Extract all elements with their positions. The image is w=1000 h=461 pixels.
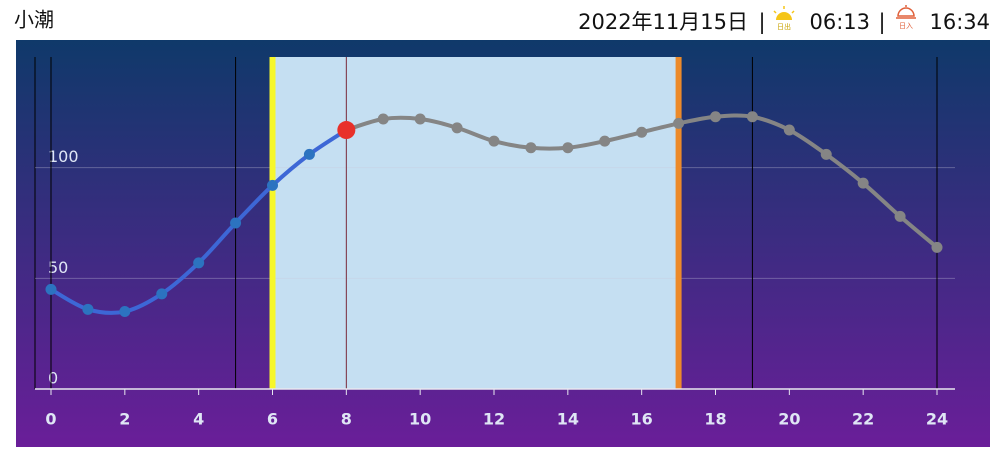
tide-point xyxy=(414,113,426,125)
tide-point xyxy=(45,283,57,295)
tide-point xyxy=(783,124,795,136)
tide-point xyxy=(931,241,943,253)
tide-point xyxy=(562,142,574,154)
x-tick-label: 14 xyxy=(557,410,579,429)
x-tick-label: 20 xyxy=(778,410,800,429)
x-tick-label: 2 xyxy=(119,410,130,429)
x-tick-label: 16 xyxy=(631,410,653,429)
tide-point xyxy=(488,135,500,147)
sunset-time: 16:34 xyxy=(929,10,990,34)
y-tick-label: 100 xyxy=(48,147,79,166)
tide-point xyxy=(525,142,537,154)
current-point xyxy=(337,121,356,140)
separator: | xyxy=(878,10,885,35)
sunrise-icon: 日出 xyxy=(773,6,795,31)
tide-point xyxy=(894,210,906,222)
header-title: 小潮 xyxy=(14,8,54,32)
x-tick-label: 12 xyxy=(483,410,505,429)
sunrise-bar xyxy=(269,57,276,389)
x-tick-label: 22 xyxy=(852,410,874,429)
tide-point xyxy=(746,111,758,123)
tide-point xyxy=(377,113,389,125)
tide-point xyxy=(267,179,278,191)
sunrise-time: 06:13 xyxy=(809,10,870,34)
tide-point xyxy=(303,148,315,160)
tide-point xyxy=(857,177,869,189)
y-tick-label: 50 xyxy=(48,258,68,277)
tide-point xyxy=(636,126,648,138)
header-date: 2022年11月15日 xyxy=(578,10,748,34)
x-tick-label: 6 xyxy=(267,410,278,429)
sunset-bar xyxy=(675,57,682,389)
icon-label: 日入 xyxy=(899,22,913,30)
tide-point xyxy=(710,111,721,123)
tide-point xyxy=(119,306,131,318)
x-tick-label: 24 xyxy=(926,410,948,429)
sunset-icon: 日入 xyxy=(896,5,916,30)
x-tick-label: 18 xyxy=(704,410,726,429)
tide-point xyxy=(820,148,832,160)
separator: | xyxy=(758,10,765,35)
daylight-band xyxy=(272,57,679,389)
tide-point xyxy=(156,288,168,300)
tide-point xyxy=(673,117,685,129)
y-tick-label: 0 xyxy=(48,369,58,388)
tide-point xyxy=(82,303,94,315)
x-tick-label: 0 xyxy=(45,410,56,429)
x-tick-label: 8 xyxy=(341,410,352,429)
tide-point xyxy=(230,217,242,229)
tide-point xyxy=(451,122,463,134)
tide-point xyxy=(193,257,205,269)
x-tick-label: 10 xyxy=(409,410,431,429)
icon-label: 日出 xyxy=(777,22,791,31)
x-tick-label: 4 xyxy=(193,410,204,429)
tide-point xyxy=(599,135,611,147)
